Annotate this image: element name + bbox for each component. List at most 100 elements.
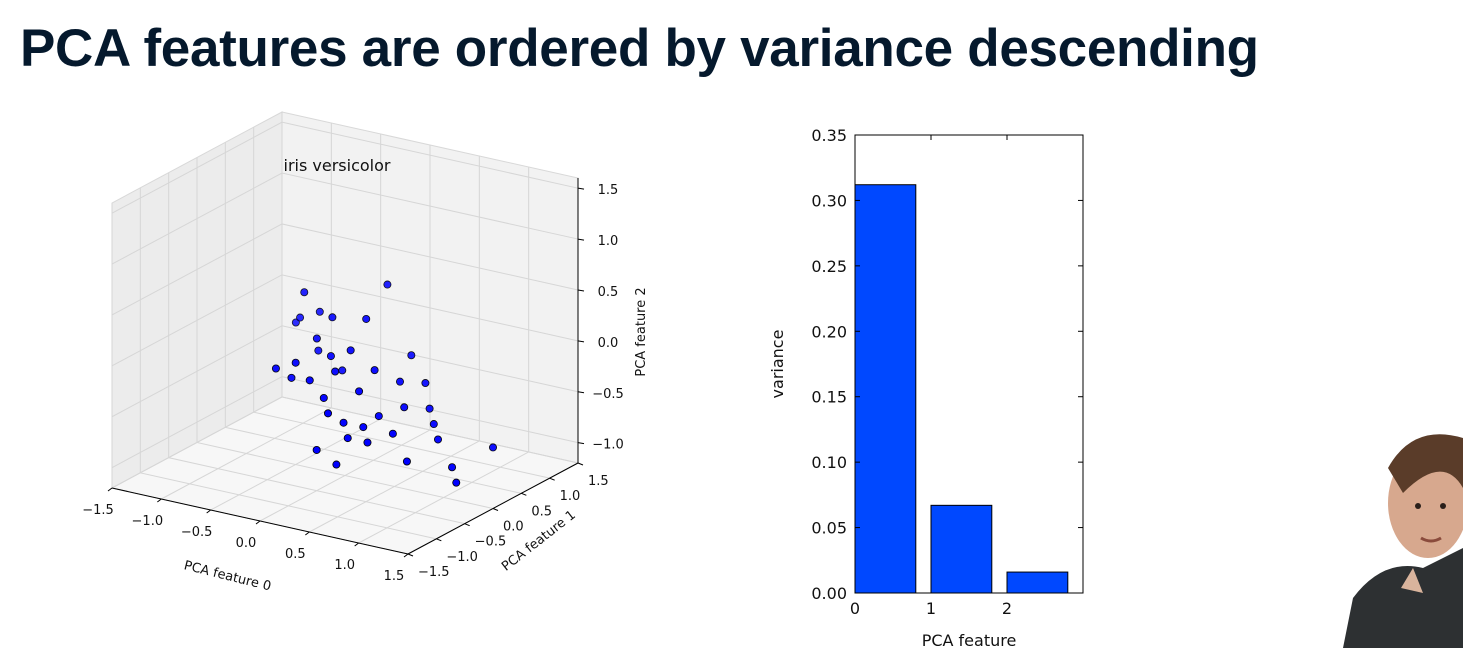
variance-bar — [930, 504, 993, 594]
scatter-point — [429, 420, 438, 429]
y-tick-label: 0.10 — [811, 453, 847, 472]
y-tick — [521, 492, 527, 496]
z-axis-label: PCA feature 2 — [634, 287, 649, 376]
y-tick — [549, 477, 555, 481]
grid-line-z — [111, 274, 579, 367]
scatter-point — [425, 404, 434, 413]
x-tick-label: −1.0 — [132, 514, 164, 529]
scatter-point — [343, 434, 352, 443]
z-tick — [577, 340, 585, 343]
grid-line-z — [111, 223, 579, 316]
x-tick — [354, 542, 359, 547]
x-tick — [107, 487, 113, 492]
y-tick-label: 0.0 — [503, 520, 524, 535]
grid-line-y — [139, 187, 437, 540]
scatter-point — [400, 403, 409, 412]
x-tick-label: −0.5 — [181, 525, 213, 540]
bar-chart-body: 0.00 0.05 0.10 0.15 0.20 0.25 0.30 0.35 0 1 2 PCA f… — [768, 126, 1084, 648]
scatter-point — [433, 435, 442, 444]
y-tick-label: 0.5 — [531, 504, 552, 519]
grid-line-z — [111, 376, 579, 469]
z-tick — [577, 289, 585, 292]
y-tick — [577, 462, 584, 466]
z-tick-label: 1.5 — [598, 183, 619, 198]
y-tick-label: 1.0 — [560, 489, 581, 504]
scatter-point — [319, 393, 328, 402]
grid-line-z — [111, 325, 579, 418]
grid-line-y — [196, 157, 494, 509]
x-tick — [206, 509, 211, 514]
scatter-point — [323, 409, 332, 418]
y-tick — [492, 508, 499, 511]
scatter-point — [421, 379, 430, 388]
y-tick — [407, 553, 414, 557]
presenter-video-thumbnail — [1343, 418, 1463, 648]
scatter-point — [355, 387, 364, 396]
z-tick — [577, 391, 585, 394]
z-tick — [577, 442, 585, 445]
y-tick-label: 0.30 — [811, 191, 847, 210]
x-tick-label: 1.0 — [334, 558, 355, 573]
z-tick-label: 0.0 — [598, 336, 619, 351]
grid-line-y — [253, 127, 550, 479]
scatter-point — [305, 376, 314, 385]
scatter-point — [452, 478, 461, 487]
x-tick-label: 2 — [1002, 599, 1012, 618]
y-axis-label: variance — [768, 330, 787, 399]
z-tick-label: −1.0 — [592, 438, 624, 453]
chart-title: iris versicolor — [284, 156, 391, 175]
grid-line-y — [168, 172, 465, 525]
scatter-point — [287, 373, 296, 382]
scatter-point — [448, 463, 457, 472]
y-tick-label: 0.05 — [811, 519, 847, 538]
x-tick-label: 0 — [850, 599, 860, 618]
y-tick-label: 0.35 — [811, 126, 847, 145]
scatter-point — [326, 352, 335, 361]
z-tick — [577, 187, 585, 190]
grid-line-z — [111, 172, 579, 265]
variance-bar — [854, 184, 917, 594]
scatter-point — [395, 377, 404, 386]
scatter-point — [271, 364, 280, 373]
scatter-point — [359, 423, 368, 432]
y-tick-label: −1.0 — [446, 550, 478, 565]
x-tick-label: 0.5 — [285, 547, 306, 562]
scatter-point — [312, 334, 321, 343]
scatter-point — [312, 445, 321, 454]
y-tick — [436, 538, 442, 542]
scatter-point — [300, 288, 309, 297]
scatter-point — [314, 346, 323, 355]
grid-line-y — [224, 142, 522, 494]
scatter-point — [370, 366, 379, 375]
x-tick — [255, 520, 261, 525]
variance-bar — [1006, 571, 1069, 594]
plot-frame — [854, 134, 1084, 594]
z-tick — [577, 238, 585, 241]
scatter-3d-chart: −1.5−1.0−0.50.00.51.01.5 −1.5−1.0−0.50.00… — [82, 111, 649, 595]
x-tick — [403, 553, 409, 558]
z-tick-label: 1.0 — [598, 234, 619, 249]
x-tick — [157, 498, 162, 503]
scatter-point — [296, 313, 305, 322]
scatter-point — [315, 307, 324, 316]
z-tick-label: −0.5 — [592, 387, 624, 402]
y-tick-label: 0.15 — [811, 388, 847, 407]
y-tick — [464, 523, 470, 527]
scatter-point — [362, 314, 371, 323]
z-tick-label: 0.5 — [598, 285, 619, 300]
grid-line-y — [281, 112, 579, 464]
y-tick-label: 0.25 — [811, 257, 847, 276]
x-tick-label: 0.0 — [236, 536, 257, 551]
scatter-3d-axes: −1.5−1.0−0.50.00.51.01.5 −1.5−1.0−0.50.00… — [82, 111, 649, 595]
scatter-point — [383, 280, 392, 289]
scatter-point — [374, 412, 383, 421]
presenter-image — [1343, 434, 1463, 648]
scatter-point — [363, 438, 372, 447]
scatter-point — [339, 418, 348, 427]
scatter-point — [291, 358, 300, 367]
y-tick-label: −1.5 — [418, 565, 450, 580]
slide-title: PCA features are ordered by variance des… — [20, 19, 1259, 78]
x-axis-label: PCA feature — [922, 631, 1017, 648]
grid-line-z — [111, 121, 579, 214]
